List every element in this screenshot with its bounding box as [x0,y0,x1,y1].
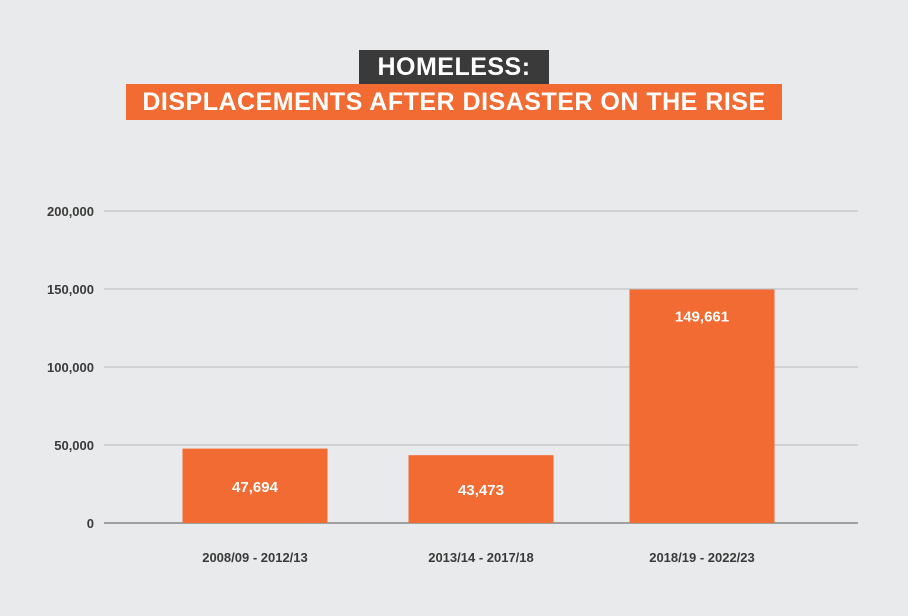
x-tick-label: 2013/14 - 2017/18 [428,550,534,565]
title-line-1: HOMELESS: [359,50,549,84]
data-label: 149,661 [675,309,729,326]
bar [629,289,775,523]
y-tick-label: 0 [87,516,94,531]
x-tick-label: 2018/19 - 2022/23 [649,550,755,565]
y-tick-label: 150,000 [47,282,94,297]
y-tick-label: 50,000 [54,438,94,453]
data-label: 43,473 [458,482,504,499]
bar [182,448,328,523]
x-tick-label: 2008/09 - 2012/13 [202,550,308,565]
y-tick-label: 200,000 [47,204,94,219]
y-tick-label: 100,000 [47,360,94,375]
bar [408,455,554,523]
title-line-2: DISPLACEMENTS AFTER DISASTER ON THE RISE [126,84,782,120]
chart-title: HOMELESS: DISPLACEMENTS AFTER DISASTER O… [0,50,908,120]
data-label: 47,694 [232,479,279,496]
